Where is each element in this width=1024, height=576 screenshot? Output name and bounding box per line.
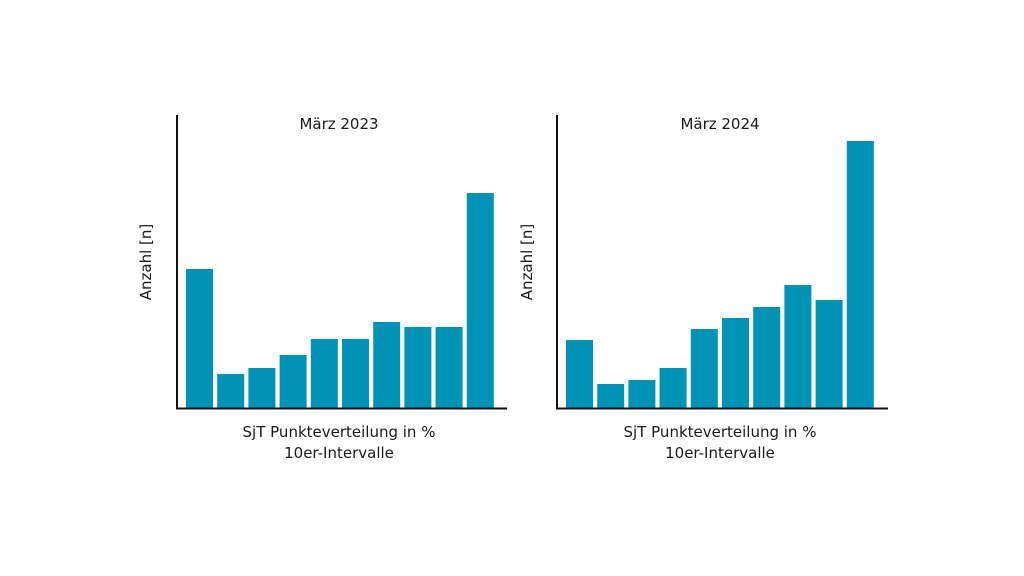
bar-30-40 [279, 355, 307, 408]
bars [186, 193, 494, 408]
bar-20-30 [248, 368, 276, 408]
y-axis-label: Anzahl [n] [137, 224, 155, 301]
bar-80-90 [435, 327, 463, 408]
bar-40-50 [690, 329, 718, 408]
chart-maerz-2024: März 2024 Anzahl [n] SjT Punkteverteilun… [518, 115, 888, 462]
bar-70-80 [784, 285, 812, 408]
bar-10-20 [597, 384, 625, 408]
bar-90-100 [846, 141, 874, 408]
bar-80-90 [815, 300, 843, 408]
x-axis-label: SjT Punkteverteilung in % [624, 423, 817, 441]
y-axis-label: Anzahl [n] [518, 224, 536, 301]
chart-title: März 2023 [299, 115, 378, 133]
x-axis-label-2: 10er-Intervalle [284, 444, 394, 462]
bars [566, 141, 874, 408]
bar-90-100 [466, 193, 494, 408]
chart-maerz-2023: März 2023 Anzahl [n] SjT Punkteverteilun… [137, 115, 507, 462]
bar-0-10 [186, 269, 213, 408]
bar-40-50 [310, 339, 338, 408]
bar-70-80 [404, 327, 432, 408]
bar-30-40 [659, 368, 687, 408]
x-axis-label: SjT Punkteverteilung in % [243, 423, 436, 441]
bar-0-10 [566, 340, 593, 408]
bar-50-60 [342, 339, 369, 408]
bar-10-20 [217, 374, 245, 408]
x-axis-label-2: 10er-Intervalle [665, 444, 775, 462]
chart-title: März 2024 [680, 115, 759, 133]
bar-60-70 [753, 307, 781, 408]
bar-20-30 [628, 380, 656, 408]
bar-60-70 [373, 322, 401, 408]
bar-50-60 [722, 318, 749, 408]
